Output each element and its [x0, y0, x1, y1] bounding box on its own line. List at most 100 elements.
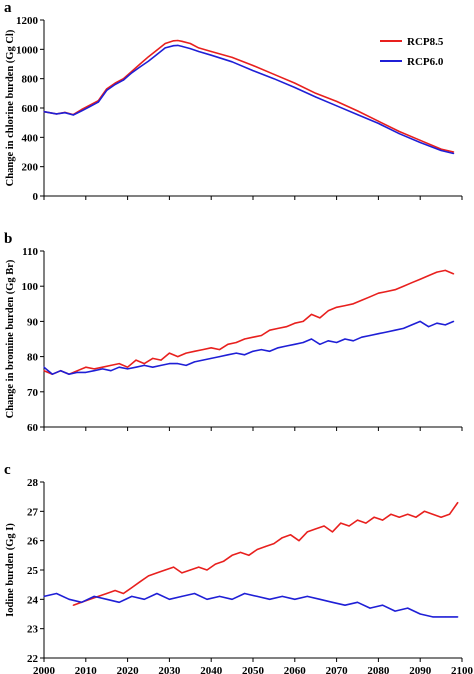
data-point	[55, 592, 58, 595]
panel-label: a	[4, 0, 12, 16]
data-point	[244, 592, 246, 595]
data-point	[315, 96, 317, 98]
data-point	[244, 338, 246, 340]
y-tick-label: 23	[27, 624, 39, 636]
data-point	[252, 350, 254, 352]
data-point	[164, 47, 166, 49]
y-tick-label: 22	[27, 653, 39, 665]
data-point	[106, 592, 108, 595]
data-point	[198, 566, 200, 568]
data-point	[114, 589, 116, 592]
data-point	[210, 347, 212, 349]
x-tick-label: 2020	[117, 665, 140, 674]
data-point	[377, 292, 379, 294]
data-point	[269, 350, 271, 352]
data-point	[448, 513, 451, 515]
data-point	[106, 598, 108, 600]
data-point	[172, 40, 175, 42]
data-point	[131, 595, 133, 598]
data-point	[147, 60, 150, 62]
data-point	[436, 322, 438, 324]
data-point	[118, 601, 120, 603]
series-rcp6-0	[43, 44, 455, 155]
data-point	[218, 595, 221, 598]
data-point	[239, 551, 242, 554]
data-point	[273, 73, 275, 75]
data-point	[419, 278, 421, 280]
data-point	[189, 48, 191, 50]
data-point	[252, 64, 254, 67]
data-point	[453, 152, 455, 155]
data-point	[310, 313, 313, 315]
panel-b: b 60 70 80 90 100 110 Change in bromine burden …	[4, 231, 463, 434]
data-point	[122, 79, 125, 81]
data-point	[415, 516, 417, 518]
data-point	[273, 543, 275, 545]
data-point	[440, 148, 442, 150]
data-point	[210, 50, 212, 53]
y-tick-label: 800	[22, 74, 39, 86]
series-line	[43, 39, 454, 153]
data-point	[193, 350, 196, 352]
data-point	[386, 290, 388, 293]
data-point	[231, 61, 233, 63]
data-point	[51, 373, 53, 375]
data-point	[356, 114, 359, 116]
x-tick-label: 2040	[200, 665, 223, 674]
data-point	[281, 537, 283, 539]
data-point	[147, 575, 150, 577]
data-point	[122, 592, 125, 595]
data-point	[156, 53, 158, 56]
data-point	[440, 516, 442, 518]
series-line	[73, 502, 459, 606]
data-point	[101, 368, 104, 370]
data-point	[336, 100, 338, 102]
data-point	[340, 522, 342, 524]
y-tick-label: 80	[27, 352, 39, 364]
data-point	[453, 273, 455, 275]
data-point	[402, 327, 405, 330]
data-point	[369, 334, 371, 337]
data-point	[453, 151, 455, 153]
data-point	[344, 338, 346, 340]
y-tick-label: 0	[33, 191, 39, 203]
data-point	[352, 303, 354, 305]
data-point	[223, 560, 225, 562]
data-point	[181, 40, 183, 42]
data-point	[331, 601, 334, 603]
data-point	[168, 352, 170, 354]
series-rcp8-5	[72, 501, 459, 606]
legend-label: RCP6.0	[407, 56, 444, 68]
data-point	[260, 334, 262, 337]
data-point	[135, 366, 137, 368]
data-point	[185, 352, 187, 354]
x-tick-label: 2030	[158, 665, 181, 674]
data-point	[244, 354, 246, 356]
data-point	[189, 569, 191, 571]
data-point	[214, 563, 216, 565]
data-point	[177, 39, 179, 42]
data-point	[81, 108, 83, 111]
data-point	[394, 329, 396, 331]
data-point	[386, 331, 388, 333]
data-point	[365, 522, 367, 524]
y-tick-label: 1000	[16, 44, 39, 56]
data-point	[327, 340, 329, 342]
data-point	[139, 66, 141, 68]
data-point	[381, 519, 384, 521]
data-point	[235, 341, 237, 344]
data-point	[294, 82, 296, 84]
data-point	[427, 326, 430, 328]
data-point	[193, 592, 196, 595]
data-point	[198, 47, 200, 49]
y-tick-label: 24	[27, 594, 39, 606]
data-point	[294, 86, 296, 89]
data-point	[407, 513, 409, 515]
data-point	[152, 357, 154, 359]
data-point	[327, 310, 329, 312]
data-point	[394, 289, 396, 291]
data-point	[273, 78, 275, 80]
